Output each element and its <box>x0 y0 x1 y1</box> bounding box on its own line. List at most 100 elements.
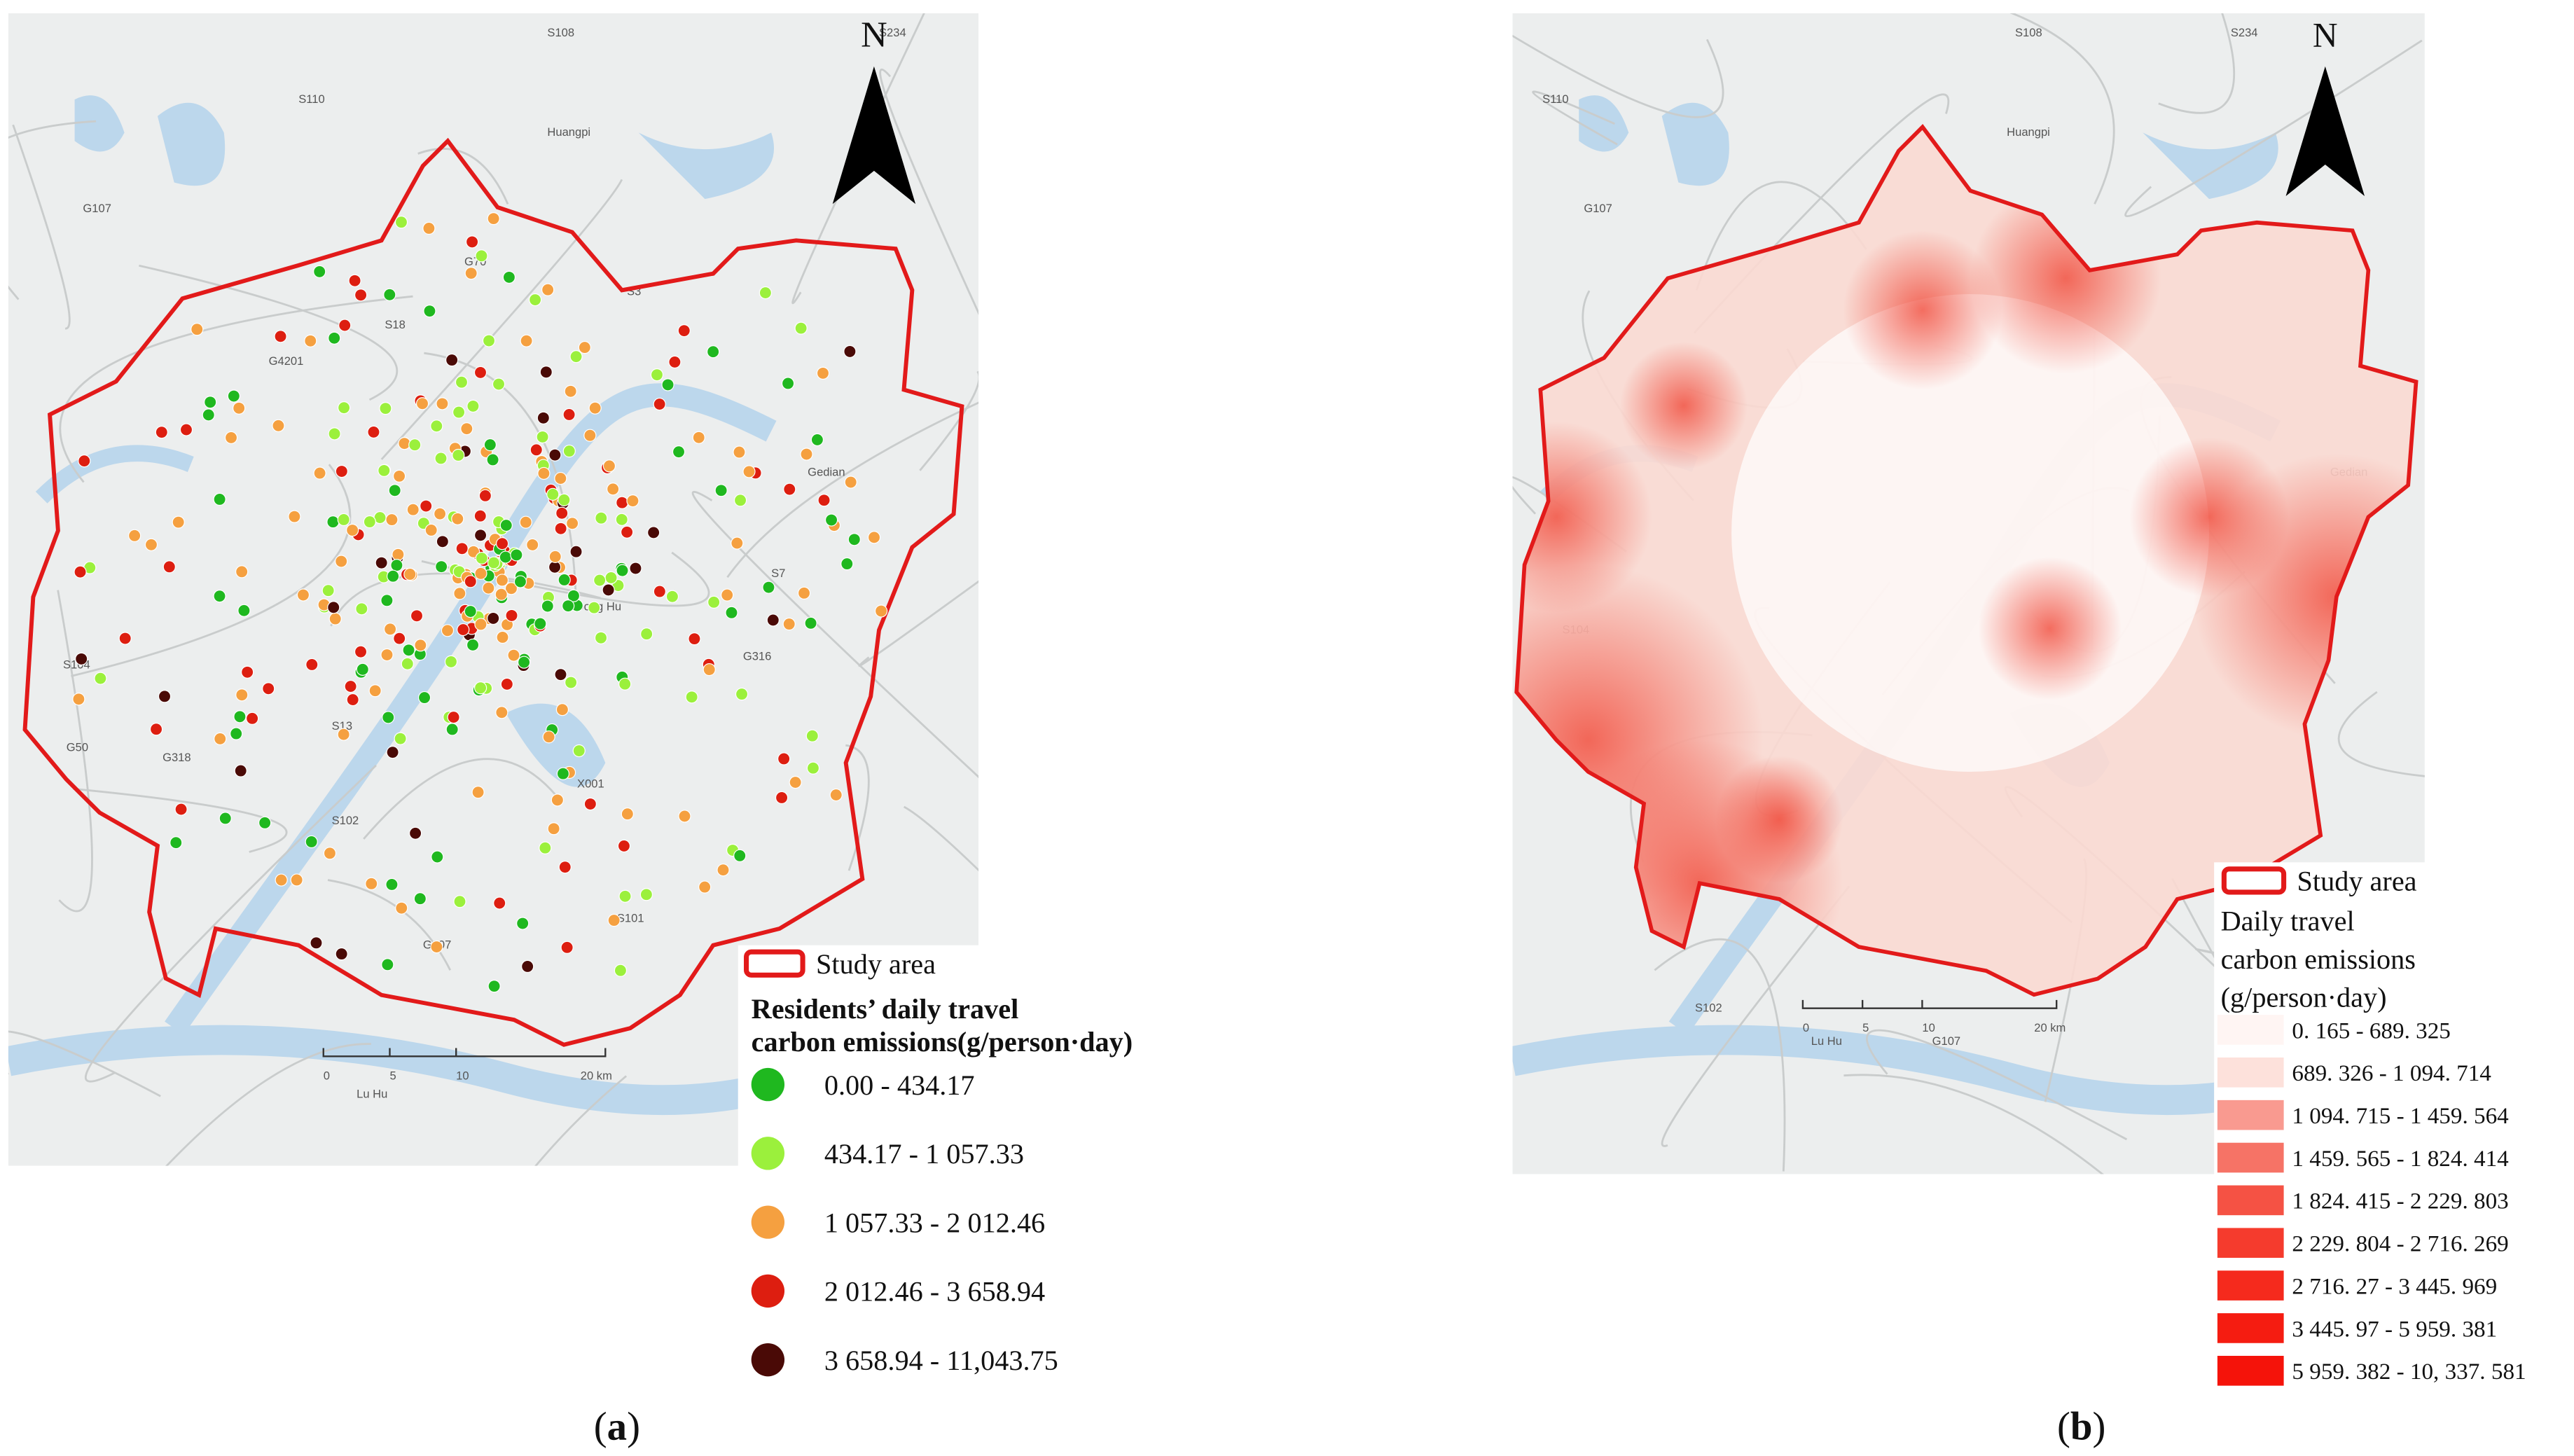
point <box>496 630 509 644</box>
legend-swatch <box>2217 1100 2284 1130</box>
point <box>381 958 394 971</box>
point <box>214 732 227 746</box>
point <box>441 624 455 637</box>
point <box>653 397 666 411</box>
point <box>394 216 408 229</box>
point <box>158 690 172 703</box>
point <box>537 466 551 480</box>
point <box>475 249 488 263</box>
legend-boundary-label: Study area <box>2297 866 2417 897</box>
point <box>410 609 424 623</box>
point <box>398 437 411 450</box>
point <box>517 656 531 669</box>
point <box>172 515 185 529</box>
point <box>742 465 756 478</box>
heat-surface <box>1514 124 2419 997</box>
point <box>75 652 88 666</box>
map-label: S108 <box>547 26 574 39</box>
point <box>395 901 408 915</box>
legend-title: (g/person·day) <box>2221 981 2387 1013</box>
map-label: Lu Hu <box>357 1088 387 1101</box>
point <box>202 408 215 422</box>
point <box>528 293 542 307</box>
point <box>766 613 780 627</box>
point <box>495 574 509 587</box>
point <box>569 350 583 363</box>
legend-swatch <box>2217 1057 2284 1088</box>
point <box>554 668 567 681</box>
water <box>74 95 125 152</box>
point <box>475 551 488 565</box>
point <box>246 712 259 725</box>
legend-boundary-icon <box>744 949 805 978</box>
point <box>520 334 533 347</box>
point <box>805 729 819 742</box>
point <box>213 492 226 506</box>
heat-blob <box>1619 342 1748 470</box>
map-label: S234 <box>2231 26 2258 39</box>
point <box>474 567 487 580</box>
legend-a: Study area Residents’ daily travelcarbon … <box>738 945 1224 1387</box>
point <box>548 448 562 462</box>
road <box>919 370 979 471</box>
point <box>556 767 570 780</box>
point <box>403 567 417 581</box>
point <box>363 515 376 529</box>
point <box>380 594 394 607</box>
point <box>74 565 87 578</box>
point <box>417 691 431 705</box>
point <box>824 513 838 527</box>
water <box>35 445 194 504</box>
road <box>2158 13 2236 114</box>
point <box>388 484 401 497</box>
point <box>487 212 500 226</box>
point <box>504 582 518 595</box>
heat-blob <box>1715 756 1843 884</box>
point <box>413 892 427 906</box>
road <box>8 1030 161 1097</box>
point <box>595 511 608 525</box>
point <box>393 632 406 645</box>
point <box>473 366 487 380</box>
caption-part: ) <box>2093 1404 2106 1448</box>
point <box>551 793 564 807</box>
legend-swatch <box>2217 1142 2284 1173</box>
point <box>614 964 628 977</box>
heat-blob <box>1978 557 2122 700</box>
water <box>506 703 606 787</box>
point <box>128 529 141 542</box>
point <box>321 584 335 597</box>
legend-swatch <box>751 1205 785 1239</box>
road <box>363 758 558 840</box>
point <box>78 455 91 468</box>
point <box>578 340 591 354</box>
point <box>558 861 572 874</box>
point <box>447 710 460 724</box>
point <box>169 836 183 850</box>
point <box>392 548 405 561</box>
point <box>588 401 602 415</box>
point <box>354 645 368 658</box>
legend-swatch <box>751 1137 785 1170</box>
point <box>430 940 443 954</box>
point <box>537 411 550 424</box>
water <box>1661 102 1729 186</box>
map-label: S108 <box>2015 26 2042 39</box>
road <box>1696 181 1867 291</box>
study-boundary <box>1514 124 2419 997</box>
point <box>519 515 532 529</box>
point <box>500 677 513 691</box>
point <box>272 419 285 432</box>
point <box>452 405 466 419</box>
point <box>275 873 288 887</box>
point <box>555 506 569 520</box>
map-label: S110 <box>298 92 324 106</box>
point <box>313 466 326 480</box>
road <box>903 805 979 872</box>
point <box>640 628 653 641</box>
point <box>444 655 458 669</box>
legend-boundary-label: Study area <box>816 948 936 980</box>
legend-title: Residents’ daily travel <box>752 993 1019 1025</box>
point <box>653 585 666 598</box>
